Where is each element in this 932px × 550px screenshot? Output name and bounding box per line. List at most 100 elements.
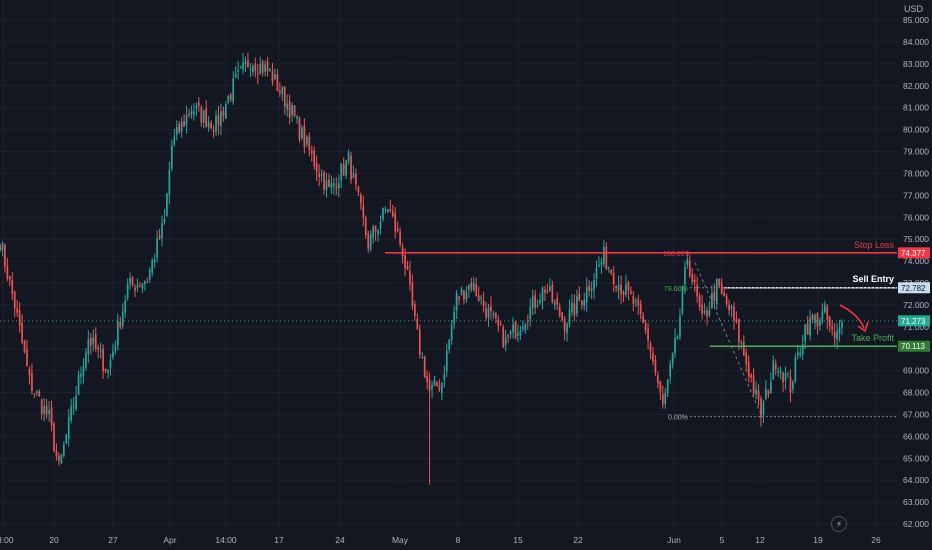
- candle-body: [281, 86, 284, 95]
- candle-body: [836, 330, 838, 340]
- fib-100-label: 100.00%: [663, 251, 691, 258]
- candle-body: [706, 310, 708, 317]
- candle-body: [67, 417, 70, 439]
- y-tick-label: 66.000: [903, 431, 929, 441]
- candle-body: [271, 71, 274, 83]
- candle-body: [723, 292, 726, 297]
- candle-body: [143, 281, 146, 285]
- candle-body: [799, 352, 802, 356]
- candle-body: [328, 179, 330, 188]
- candle-body: [114, 345, 117, 351]
- y-tick-label: 84.000: [903, 37, 929, 47]
- candle-body: [1, 243, 4, 251]
- candle-body: [195, 105, 198, 109]
- stop-loss-price: 74.377: [901, 249, 926, 258]
- candle-body: [541, 287, 544, 302]
- candle-body: [652, 352, 654, 362]
- candle-body: [119, 321, 122, 328]
- candle-body: [355, 173, 357, 185]
- candle-body: [512, 324, 514, 333]
- candle-body: [286, 103, 289, 110]
- candle-body: [524, 324, 527, 330]
- bolt-icon[interactable]: ⚡: [831, 516, 847, 532]
- candle-body: [261, 61, 264, 74]
- candle-body: [598, 264, 600, 267]
- candle-body: [585, 287, 588, 303]
- candle-body: [207, 121, 210, 128]
- candle-body: [18, 310, 21, 326]
- candle-body: [269, 68, 271, 71]
- x-tick-label: 19: [813, 535, 823, 545]
- candle-body: [85, 352, 87, 368]
- candle-body: [374, 225, 377, 232]
- candle-body: [139, 285, 141, 287]
- candle-body: [553, 301, 556, 306]
- candle-body: [720, 283, 723, 294]
- x-tick-label: 24: [335, 535, 345, 545]
- candle-body: [259, 63, 262, 74]
- x-tick-label: 27: [108, 535, 118, 545]
- candle-body: [784, 373, 787, 381]
- candle-body: [310, 150, 313, 153]
- take-profit-price: 70.113: [901, 342, 925, 351]
- candle-body: [217, 114, 220, 126]
- candle-body: [708, 310, 711, 316]
- fib-786-label: 78.60%: [664, 286, 688, 293]
- candle-body: [153, 259, 156, 263]
- candle-body: [97, 347, 100, 350]
- candle-body: [436, 382, 438, 387]
- candle-body: [35, 391, 38, 393]
- candle-body: [414, 304, 416, 316]
- candle-body: [330, 182, 333, 189]
- candle-body: [517, 332, 519, 336]
- candle-body: [75, 395, 77, 410]
- y-tick-label: 77.000: [903, 190, 929, 200]
- candle-body: [256, 73, 259, 75]
- candle-body: [433, 379, 436, 386]
- candle-body: [455, 293, 458, 311]
- candle-body: [588, 285, 591, 292]
- candle-body: [190, 111, 193, 115]
- candle-body: [789, 376, 792, 393]
- candle-body: [13, 291, 16, 309]
- candle-body: [492, 313, 495, 315]
- candle-body: [242, 62, 244, 70]
- candle-body: [318, 173, 320, 177]
- candle-body: [514, 321, 517, 339]
- candle-body: [622, 292, 625, 295]
- candle-body: [765, 388, 767, 399]
- current-price-tag: [898, 315, 930, 327]
- candle-body: [418, 329, 421, 355]
- candle-body: [352, 173, 355, 178]
- currency-label: USD: [904, 4, 924, 14]
- trade-overlays: [0, 252, 897, 418]
- x-axis[interactable]: 13:00 20 27 Apr 14:00 17 24 May 8 15 22 Jun 5 12 19 26: [0, 535, 881, 545]
- candle-body: [566, 324, 568, 334]
- candle-body: [752, 375, 755, 394]
- candle-body: [794, 357, 797, 382]
- candle-body: [254, 64, 257, 72]
- x-tick-label: 12: [755, 535, 765, 545]
- candle-body: [701, 304, 703, 314]
- candle-body: [445, 350, 448, 372]
- candle-body: [303, 125, 306, 147]
- candle-body: [62, 444, 65, 456]
- sell-entry-label: Sell Entry: [852, 274, 894, 284]
- y-tick-label: 82.000: [903, 81, 929, 91]
- candle-body: [441, 382, 443, 394]
- candle-body: [89, 338, 92, 346]
- candle-body: [367, 233, 370, 249]
- candle-body: [615, 285, 618, 289]
- candle-body: [472, 282, 475, 291]
- y-tick-label: 83.000: [903, 59, 929, 69]
- candle-body: [21, 322, 23, 343]
- x-tick-label: 8: [456, 535, 461, 545]
- candle-body: [693, 279, 696, 283]
- candle-body: [232, 78, 235, 102]
- candle-body: [409, 270, 411, 285]
- y-tick-label: 79.000: [903, 147, 929, 157]
- candle-body: [421, 356, 424, 358]
- y-tick-label: 63.000: [903, 497, 929, 507]
- candle-body: [80, 373, 82, 378]
